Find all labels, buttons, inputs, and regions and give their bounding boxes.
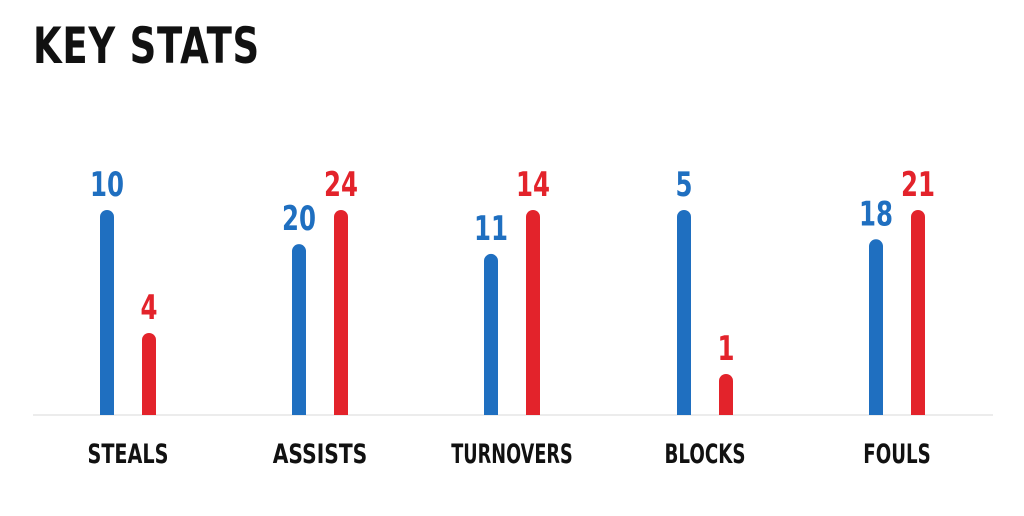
bar-turnovers-b [526, 210, 540, 415]
value-label-steals-b: 4 [141, 288, 158, 328]
page-title: KEY STATS [33, 17, 260, 75]
value-label-blocks-b: 1 [718, 329, 735, 369]
value-label-fouls-a: 18 [859, 194, 893, 234]
bar-blocks-a [677, 210, 691, 415]
bar-steals-a [100, 210, 114, 415]
value-label-turnovers-b: 14 [516, 165, 550, 205]
category-label-fouls: FOULS [863, 439, 931, 470]
bar-assists-a [292, 244, 306, 415]
bar-turnovers-a [484, 253, 498, 415]
bar-steals-b [142, 333, 156, 415]
value-label-fouls-b: 21 [901, 165, 935, 205]
category-label-steals: STEALS [88, 439, 169, 470]
bar-assists-b [334, 210, 348, 415]
category-label-turnovers: TURNOVERS [451, 439, 573, 470]
category-label-blocks: BLOCKS [665, 439, 746, 470]
value-label-assists-a: 20 [282, 199, 316, 239]
category-label-assists: ASSISTS [273, 439, 368, 470]
bar-fouls-a [869, 239, 883, 415]
bar-blocks-b [719, 374, 733, 415]
value-label-assists-b: 24 [324, 165, 358, 205]
value-label-blocks-a: 5 [676, 165, 693, 205]
value-label-turnovers-a: 11 [474, 209, 508, 249]
bar-fouls-b [911, 210, 925, 415]
value-label-steals-a: 10 [90, 165, 124, 205]
